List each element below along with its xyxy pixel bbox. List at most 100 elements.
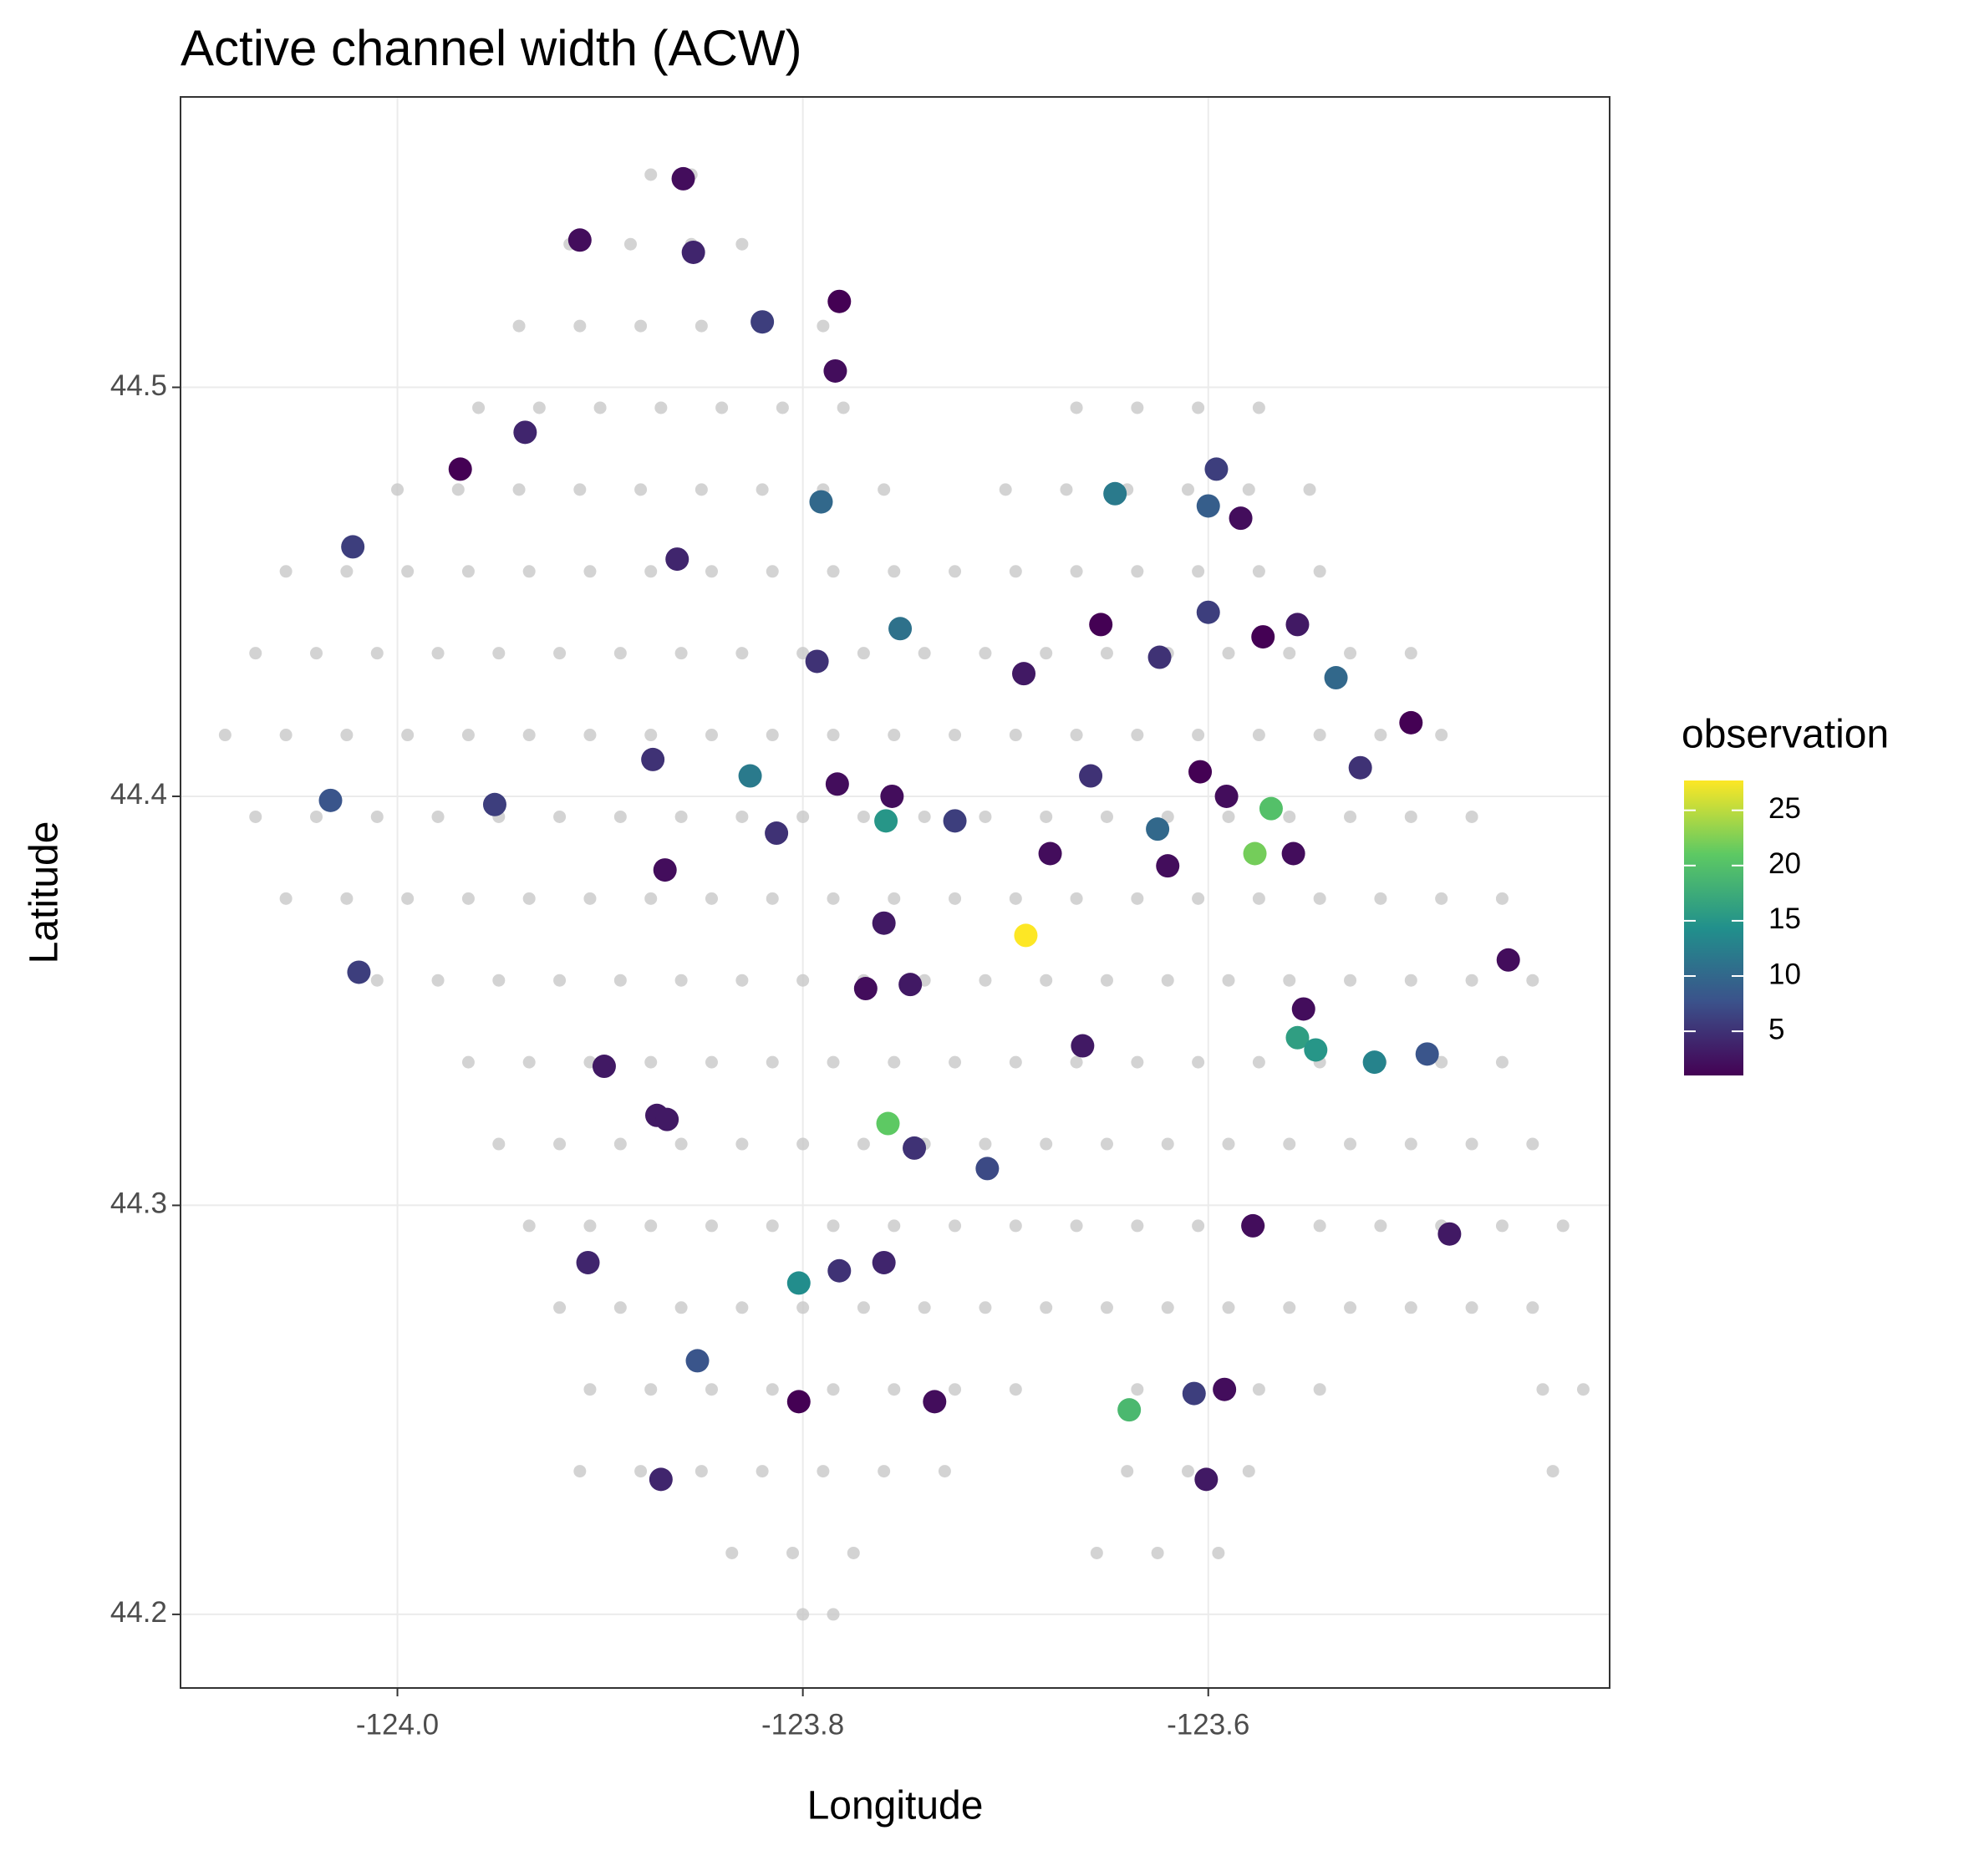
background-point (654, 401, 668, 414)
background-point (674, 647, 688, 660)
background-point (817, 319, 830, 333)
background-point (1526, 1137, 1539, 1151)
background-point (1009, 729, 1022, 742)
observation-point (1156, 854, 1180, 878)
colorbar-label: 5 (1768, 1013, 1784, 1045)
observation-point (786, 1271, 811, 1295)
background-point (979, 810, 992, 823)
observation-point (1204, 457, 1229, 481)
background-point (817, 1465, 830, 1478)
background-point (1070, 401, 1083, 414)
background-point (249, 810, 262, 823)
background-point (766, 1219, 779, 1233)
background-point (1040, 974, 1053, 987)
background-point (776, 401, 789, 414)
background-point (613, 1301, 627, 1314)
background-point (766, 1055, 779, 1069)
background-point (1252, 565, 1265, 578)
background-point (979, 1301, 992, 1314)
observation-point (1213, 1377, 1237, 1401)
background-point (401, 565, 415, 578)
background-point (1344, 1301, 1357, 1314)
background-point (1192, 1219, 1205, 1233)
background-point (1009, 1055, 1022, 1069)
background-point (1040, 1301, 1053, 1314)
y-tick-label: 44.5 (110, 369, 167, 402)
background-point (695, 1465, 708, 1478)
background-point (310, 810, 323, 823)
background-point (553, 647, 567, 660)
background-point (857, 810, 870, 823)
background-point (1546, 1465, 1559, 1478)
background-point (735, 974, 749, 987)
observation-point (1251, 625, 1275, 649)
background-point (766, 729, 779, 742)
background-point (1495, 1219, 1509, 1233)
observation-point (1182, 1381, 1206, 1406)
background-point (1252, 892, 1265, 905)
chart-title: Active channel width (ACW) (181, 20, 802, 76)
background-point (1313, 729, 1326, 742)
background-point (1344, 810, 1357, 823)
background-point (472, 401, 486, 414)
background-point (1040, 1137, 1053, 1151)
background-point (532, 401, 546, 414)
colorbar-label: 20 (1768, 847, 1801, 880)
background-point (949, 1055, 962, 1069)
observation-point (1194, 1467, 1219, 1492)
background-point (1526, 1301, 1539, 1314)
background-point (218, 729, 232, 742)
background-point (1090, 1546, 1103, 1559)
observation-point (1496, 948, 1520, 972)
background-point (674, 1301, 688, 1314)
background-point (583, 1219, 597, 1233)
background-point (1242, 483, 1255, 496)
observation-point (765, 821, 789, 846)
background-point (522, 1219, 536, 1233)
background-point (1465, 1301, 1478, 1314)
background-point (1131, 401, 1144, 414)
observation-point (853, 977, 878, 1001)
background-point (1242, 1465, 1255, 1478)
background-point (310, 647, 323, 660)
background-point (878, 483, 891, 496)
background-point (1161, 1137, 1174, 1151)
background-point (370, 810, 384, 823)
background-point (583, 892, 597, 905)
background-point (1131, 892, 1144, 905)
background-point (1222, 647, 1235, 660)
observation-point (1014, 923, 1038, 948)
background-point (492, 1137, 506, 1151)
observation-point (482, 792, 506, 816)
observation-point (880, 784, 904, 808)
observation-point (448, 457, 472, 481)
background-point (949, 892, 962, 905)
background-point (918, 647, 931, 660)
plot-area (180, 96, 1610, 1689)
background-point (695, 483, 708, 496)
background-point (796, 810, 810, 823)
y-tick-label: 44.4 (110, 778, 167, 811)
observation-point (1291, 997, 1315, 1021)
background-point (1222, 1137, 1235, 1151)
background-point (1192, 892, 1205, 905)
background-point (512, 483, 526, 496)
background-point (613, 1137, 627, 1151)
panel-border (180, 96, 1610, 1689)
observation-point (943, 809, 967, 833)
background-point (573, 483, 587, 496)
background-point (1009, 1383, 1022, 1396)
observation-point (671, 166, 695, 191)
background-point (999, 483, 1012, 496)
background-point (492, 974, 506, 987)
background-point (857, 647, 870, 660)
background-point (1495, 1055, 1509, 1069)
background-point (1131, 729, 1144, 742)
background-point (1344, 1137, 1357, 1151)
background-point (756, 1465, 769, 1478)
observation-point (750, 310, 775, 334)
background-point (878, 1465, 891, 1478)
background-point (1252, 1055, 1265, 1069)
background-point (735, 1137, 749, 1151)
